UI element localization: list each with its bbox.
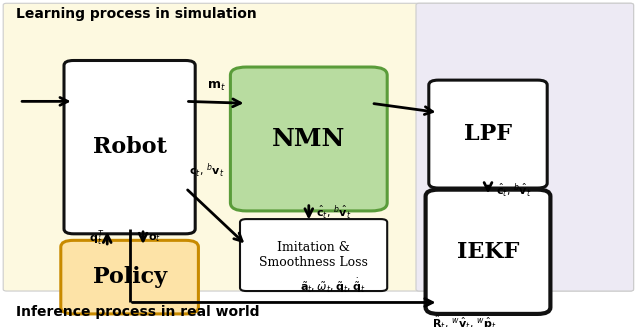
Text: Robot: Robot xyxy=(93,136,166,158)
FancyBboxPatch shape xyxy=(429,80,547,188)
FancyBboxPatch shape xyxy=(64,60,195,234)
Text: $\mathbf{m}_t$: $\mathbf{m}_t$ xyxy=(207,80,225,93)
Text: NMN: NMN xyxy=(272,127,346,151)
FancyBboxPatch shape xyxy=(3,3,634,291)
Text: Policy: Policy xyxy=(93,266,166,288)
Text: $\mathbf{c}_t, \, {^b\mathbf{v}_t}$: $\mathbf{c}_t, \, {^b\mathbf{v}_t}$ xyxy=(189,162,225,180)
Text: Learning process in simulation: Learning process in simulation xyxy=(16,7,257,21)
FancyBboxPatch shape xyxy=(61,240,198,314)
Text: $\mathbf{q}_t^T$: $\mathbf{q}_t^T$ xyxy=(89,228,104,248)
Text: IEKF: IEKF xyxy=(457,241,519,263)
Text: $\hat{\mathbf{c}}_t, \, {^b\hat{\mathbf{v}}_t}$: $\hat{\mathbf{c}}_t, \, {^b\hat{\mathbf{… xyxy=(317,204,352,221)
FancyBboxPatch shape xyxy=(416,3,634,291)
FancyBboxPatch shape xyxy=(240,219,387,291)
Text: Imitation &
Smoothness Loss: Imitation & Smoothness Loss xyxy=(259,241,368,269)
Text: $\hat{\mathbf{R}}_t, \, {^w\hat{\mathbf{v}}_t}, \, {^w\hat{\mathbf{p}}_t}$: $\hat{\mathbf{R}}_t, \, {^w\hat{\mathbf{… xyxy=(432,314,497,327)
Text: Inference process in real world: Inference process in real world xyxy=(16,305,259,319)
Text: LPF: LPF xyxy=(464,123,512,145)
FancyBboxPatch shape xyxy=(230,67,387,211)
Text: $\hat{\mathbf{c}}_t, \, {^b\hat{\mathbf{v}}_t}$: $\hat{\mathbf{c}}_t, \, {^b\hat{\mathbf{… xyxy=(496,181,531,198)
FancyBboxPatch shape xyxy=(426,190,550,314)
Text: $\tilde{\mathbf{a}}_t, \tilde{\omega}_t, \tilde{\mathbf{q}}_t, \dot{\tilde{\math: $\tilde{\mathbf{a}}_t, \tilde{\omega}_t,… xyxy=(300,277,365,295)
Text: $\mathbf{o}_t$: $\mathbf{o}_t$ xyxy=(148,232,161,244)
